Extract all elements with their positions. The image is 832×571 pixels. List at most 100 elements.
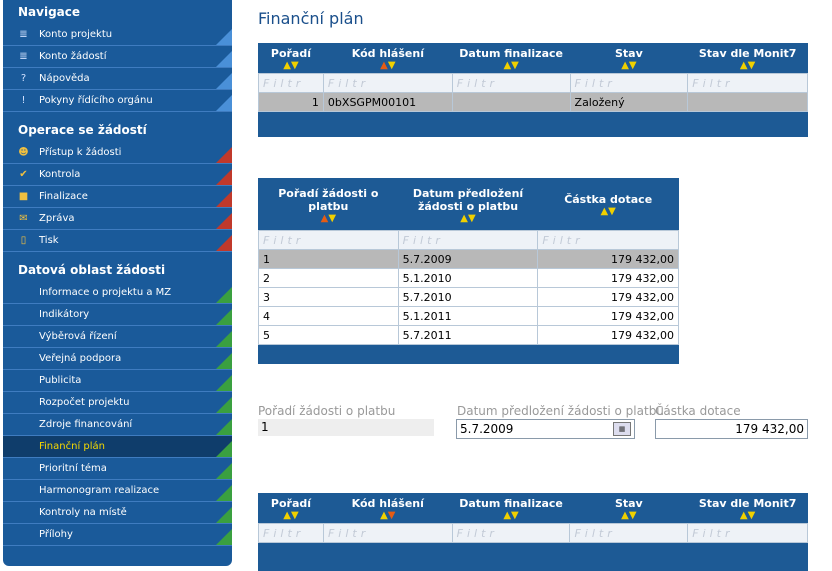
sidebar-item[interactable]: ▯ Tisk <box>3 230 232 252</box>
filter-input[interactable]: Filtr <box>322 523 453 543</box>
sidebar-item-label: Harmonogram realizace <box>39 485 160 496</box>
sidebar-section-title: Navigace <box>18 5 81 19</box>
cell: 5.7.2010 <box>397 287 539 307</box>
corner-indicator <box>216 51 232 67</box>
sidebar-item[interactable]: ✉ Zpráva <box>3 208 232 230</box>
filter-input[interactable]: Filtr <box>687 73 808 93</box>
sidebar-item-label: Tisk <box>39 235 59 246</box>
corner-indicator <box>216 485 232 501</box>
cell: 1 <box>258 92 324 112</box>
check-icon: ✔ <box>19 169 28 180</box>
filter-input[interactable]: Filtr <box>687 523 808 543</box>
sidebar-item-label: Přílohy <box>39 529 73 540</box>
list-icon: ≣ <box>19 51 28 62</box>
calendar-icon[interactable]: ▦ <box>613 422 631 436</box>
sidebar: Navigace ≣ Konto projektu ≣ Konto žádostí ? Ná… <box>3 0 232 566</box>
sidebar-item[interactable]: ≣ Konto žádostí <box>3 46 232 68</box>
sidebar-item[interactable]: ☻ Přístup k žádosti <box>3 142 232 164</box>
sidebar-item[interactable]: Veřejná podpora <box>3 348 232 370</box>
info-icon: ! <box>21 95 26 106</box>
sidebar-item[interactable]: Přílohy <box>3 524 232 546</box>
cell: 3 <box>258 287 399 307</box>
lock-icon: ■ <box>18 191 29 202</box>
col-header-castka-dotace[interactable]: Částka dotace ▲▼ <box>564 193 653 217</box>
cell: 5.1.2010 <box>397 268 539 288</box>
sidebar-item-label: Zdroje financování <box>39 419 133 430</box>
filter-input[interactable]: Filtr <box>451 73 571 93</box>
corner-indicator <box>216 353 232 369</box>
col-header-stav-monit7[interactable]: Stav dle Monit7 ▲▼ <box>698 497 797 521</box>
table-row[interactable]: 1 5.7.2009 179 432,00 <box>258 249 679 269</box>
sidebar-item[interactable]: Publicita <box>3 370 232 392</box>
filter-input[interactable]: Filtr <box>537 230 679 250</box>
document-icon: ▯ <box>20 235 27 246</box>
corner-indicator <box>216 507 232 523</box>
col-header-datum-predlozeni[interactable]: Datum předložení žádosti o platbu ▲▼ <box>412 186 524 224</box>
sidebar-item[interactable]: Indikátory <box>3 304 232 326</box>
sidebar-item[interactable]: ≣ Konto projektu <box>3 24 232 46</box>
filter-input[interactable]: Filtr <box>258 230 399 250</box>
table-row[interactable]: 1 0bXSGPM00101 Založený <box>258 92 808 112</box>
mail-icon: ✉ <box>19 213 28 224</box>
sidebar-item[interactable]: Informace o projektu a MZ <box>3 282 232 304</box>
corner-indicator <box>216 169 232 185</box>
filter-input[interactable]: Filtr <box>569 73 689 93</box>
cell: 5.7.2011 <box>397 325 539 345</box>
sidebar-item[interactable]: Harmonogram realizace <box>3 480 232 502</box>
table-row[interactable]: 5 5.7.2011 179 432,00 <box>258 325 679 345</box>
col-header-kod-hlaseni[interactable]: Kód hlášení ▲▼ <box>351 47 424 71</box>
corner-indicator <box>216 375 232 391</box>
date-field[interactable]: 5.7.2009 ▦ <box>456 419 635 439</box>
sidebar-item[interactable]: Finanční plán <box>3 436 232 458</box>
amount-field[interactable]: 179 432,00 <box>655 419 808 439</box>
filter-input[interactable]: Filtr <box>397 230 539 250</box>
sidebar-item[interactable]: ✔ Kontrola <box>3 164 232 186</box>
col-header-stav[interactable]: Stav ▲▼ <box>614 497 643 521</box>
table-row[interactable]: 4 5.1.2011 179 432,00 <box>258 306 679 326</box>
filter-input[interactable]: Filtr <box>569 523 689 543</box>
order-label: Pořadí žádosti o platbu <box>258 404 396 418</box>
filter-input[interactable]: Filtr <box>322 73 453 93</box>
corner-indicator <box>216 213 232 229</box>
sidebar-item[interactable]: Výběrová řízení <box>3 326 232 348</box>
col-header-poradi[interactable]: Pořadí ▲▼ <box>270 47 312 71</box>
col-header-stav[interactable]: Stav ▲▼ <box>615 47 643 71</box>
table-row[interactable]: 3 5.7.2010 179 432,00 <box>258 287 679 307</box>
col-header-datum-finalizace[interactable]: Datum finalizace ▲▼ <box>459 497 563 521</box>
sidebar-item[interactable]: ? Nápověda <box>3 68 232 90</box>
date-label: Datum předložení žádosti o platbu <box>457 404 664 418</box>
sidebar-item-label: Finalizace <box>39 191 88 202</box>
reports-grid: Pořadí ▲▼ Kód hlášení ▲▼ Datum finalizace ▲… <box>258 43 808 137</box>
corner-indicator <box>216 441 232 457</box>
corner-indicator <box>216 419 232 435</box>
cell: Založený <box>569 92 689 112</box>
sidebar-item[interactable]: ■ Finalizace <box>3 186 232 208</box>
sidebar-item-label: Kontrola <box>39 169 81 180</box>
sidebar-item[interactable]: Prioritní téma <box>3 458 232 480</box>
col-header-datum-finalizace[interactable]: Datum finalizace ▲▼ <box>459 47 563 71</box>
sidebar-item[interactable]: ! Pokyny řídícího orgánu <box>3 90 232 112</box>
filter-input[interactable]: Filtr <box>451 523 571 543</box>
filter-input[interactable]: Filtr <box>258 73 324 93</box>
sidebar-item-label: Nápověda <box>39 73 90 84</box>
sidebar-item[interactable]: Zdroje financování <box>3 414 232 436</box>
cell: 179 432,00 <box>537 249 679 269</box>
table-row[interactable]: 2 5.1.2010 179 432,00 <box>258 268 679 288</box>
col-header-poradi[interactable]: Pořadí ▲▼ <box>270 497 312 521</box>
cell: 2 <box>258 268 399 288</box>
filter-input[interactable]: Filtr <box>258 523 324 543</box>
cell <box>451 92 571 112</box>
sidebar-item-label: Pokyny řídícího orgánu <box>39 95 153 106</box>
order-field: 1 <box>258 419 434 436</box>
col-header-stav-monit7[interactable]: Stav dle Monit7 ▲▼ <box>698 47 797 71</box>
sidebar-item[interactable]: Rozpočet projektu <box>3 392 232 414</box>
corner-indicator <box>216 235 232 251</box>
cell: 5 <box>258 325 399 345</box>
col-header-kod-hlaseni[interactable]: Kód hlášení ▲▼ <box>351 497 424 521</box>
cell: 179 432,00 <box>537 287 679 307</box>
users-icon: ☻ <box>18 147 29 158</box>
col-header-poradi-zadosti[interactable]: Pořadí žádosti o platbu ▲▼ <box>278 186 379 224</box>
cell: 179 432,00 <box>537 268 679 288</box>
sidebar-item[interactable]: Kontroly na místě <box>3 502 232 524</box>
sidebar-item-label: Konto žádostí <box>39 51 107 62</box>
